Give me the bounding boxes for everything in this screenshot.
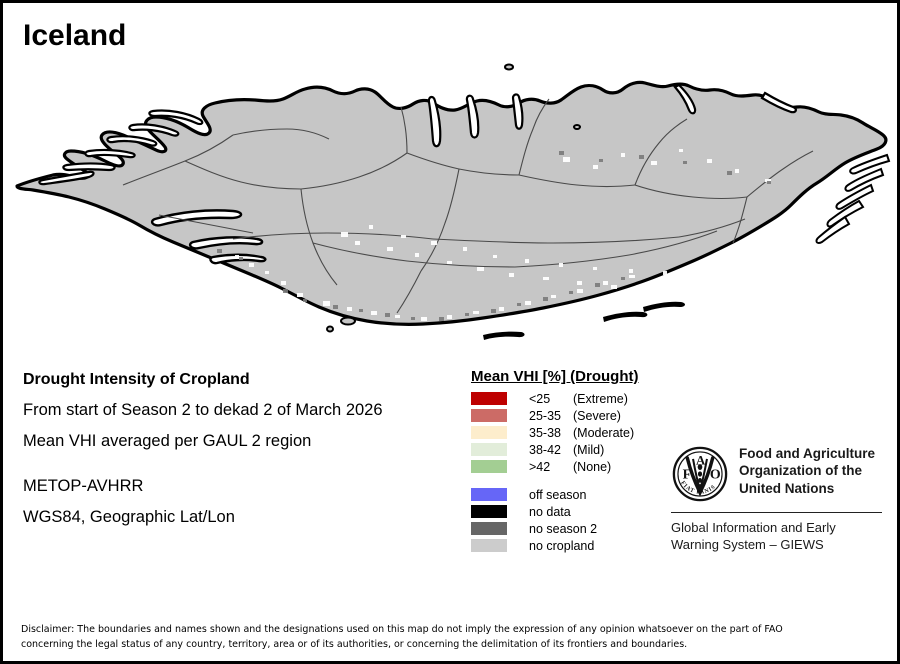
legend-item-no-data[interactable]: no data [471,503,661,520]
info-spacer [23,463,453,477]
giews-line-1: Global Information and Early [671,520,836,535]
fao-org-name: Food and Agriculture Organization of the… [739,445,875,497]
iceland-map-svg[interactable] [3,49,897,349]
legend-label-moderate: 35-38 (Moderate) [529,425,635,440]
legend-label-severe: 25-35 (Severe) [529,408,621,423]
page-title: Iceland [23,19,127,52]
legend-item-none[interactable]: >42 (None) [471,458,661,475]
legend-swatch-mild [471,443,507,456]
legend-label-no-cropland: no cropland [529,538,595,553]
legend-label-extreme: <25 (Extreme) [529,391,628,406]
legend-swatch-moderate [471,426,507,439]
west-bays [150,209,267,265]
legend-label-off-season: off season [529,487,587,502]
legend-swatch-severe [471,409,507,422]
westfjords-inlets [38,109,204,186]
legend-label-none: >42 (None) [529,459,612,474]
map-canvas[interactable] [3,49,897,349]
legend-title: Mean VHI [%] (Drought) [471,368,639,385]
fao-logo-icon: F A O FIAT PANIS [672,446,728,502]
svg-text:A: A [696,454,706,468]
info-heading: Drought Intensity of Cropland [23,371,250,388]
info-period: From start of Season 2 to dekad 2 of Mar… [23,401,383,419]
legend-item-off-season[interactable]: off season [471,486,661,503]
iceland-landmass [15,80,891,340]
legend-swatch-no-season-2 [471,522,507,535]
svg-text:O: O [710,468,721,483]
legend-swatch-none [471,460,507,473]
map-legend: Mean VHI [%] (Drought) <25 (Extreme) 25-3… [471,368,661,554]
giews-line-2: Warning System – GIEWS [671,536,824,552]
east-fjords [815,153,891,245]
fao-branding: F A O FIAT PANIS Food and Agriculture Or… [671,445,886,554]
legend-swatch-no-cropland [471,539,507,552]
info-method: Mean VHI averaged per GAUL 2 region [23,432,312,450]
legend-label-mild: 38-42 (Mild) [529,442,605,457]
legend-spacer [471,475,661,486]
legend-item-extreme[interactable]: <25 (Extreme) [471,390,661,407]
fao-system-name: Global Information and Early Warning Sys… [671,520,886,554]
fao-org-line-2: Organization of the [739,463,862,479]
legend-swatch-off-season [471,488,507,501]
legend-label-no-data: no data [529,504,571,519]
south-coast-features [483,301,686,340]
svg-text:F: F [683,468,692,483]
legend-item-mild[interactable]: 38-42 (Mild) [471,441,661,458]
no-season-speckle [217,151,771,321]
north-fjords [427,93,524,148]
info-sensor: METOP-AVHRR [23,477,144,495]
fao-org-line-1: Food and Agriculture [739,446,875,461]
fao-divider [671,512,882,513]
northeast-coast [673,83,797,115]
legend-item-no-cropland[interactable]: no cropland [471,537,661,554]
fao-org-line-3: United Nations [739,480,835,496]
legend-label-no-season-2: no season 2 [529,521,598,536]
map-info-block: Drought Intensity of Cropland From start… [23,371,453,539]
cropland-speckle [235,149,782,321]
offshore-islands [326,63,581,333]
legend-swatch-no-data [471,505,507,518]
legend-swatch-extreme [471,392,507,405]
info-projection: WGS84, Geographic Lat/Lon [23,508,235,526]
disclaimer-line-1: Disclaimer: The boundaries and names sho… [21,624,783,635]
legend-item-no-season-2[interactable]: no season 2 [471,520,661,537]
legend-item-moderate[interactable]: 35-38 (Moderate) [471,424,661,441]
disclaimer-line-2: concerning the legal status of any count… [21,638,688,650]
legend-item-severe[interactable]: 25-35 (Severe) [471,407,661,424]
disclaimer: Disclaimer: The boundaries and names sho… [21,623,883,652]
